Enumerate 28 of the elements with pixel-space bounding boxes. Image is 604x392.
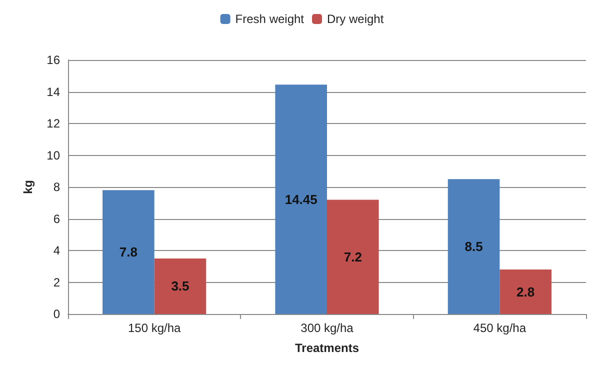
y-tick-label: 4 <box>53 244 60 258</box>
x-tick-label: 450 kg/ha <box>473 321 526 335</box>
x-axis-title: Treatments <box>294 341 360 355</box>
bar <box>448 179 500 314</box>
data-label: 3.5 <box>171 278 190 294</box>
data-label: 7.8 <box>119 244 138 260</box>
bar <box>154 258 206 314</box>
y-tick-label: 0 <box>53 307 60 321</box>
y-axis-title: kg <box>21 180 35 194</box>
bar <box>102 190 154 314</box>
legend-label: Dry weight <box>327 12 384 26</box>
y-tick-label: 2 <box>53 275 60 290</box>
y-tick-label: 16 <box>46 53 60 67</box>
bar <box>500 270 552 314</box>
y-tick-label: 10 <box>46 148 60 162</box>
legend-label: Fresh weight <box>235 12 305 26</box>
x-tick-label: 150 kg/ha <box>128 321 182 335</box>
bar <box>327 200 379 314</box>
x-tick-label: 300 kg/ha <box>300 321 354 335</box>
data-label: 8.5 <box>464 239 483 254</box>
y-tick-label: 12 <box>46 116 60 130</box>
y-tick-label: 14 <box>46 84 60 99</box>
y-tick-label: 6 <box>53 212 60 226</box>
data-label: 14.45 <box>284 192 318 207</box>
bar <box>275 84 327 314</box>
data-label: 2.8 <box>516 284 535 300</box>
y-tick-label: 8 <box>53 180 60 194</box>
data-label: 7.2 <box>344 249 362 264</box>
